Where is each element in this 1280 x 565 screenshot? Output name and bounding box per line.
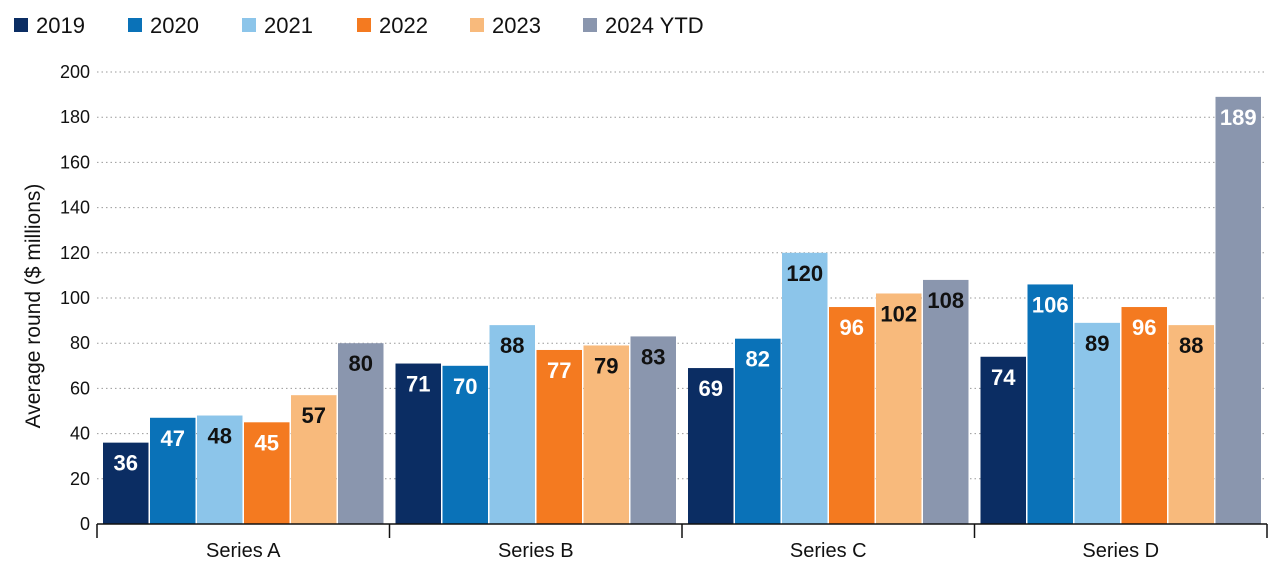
bar-2020-series-a: [150, 417, 196, 524]
legend-swatch-4: [470, 18, 484, 32]
y-tick-label-200: 200: [60, 62, 90, 82]
value-label-2022-series-d: 96: [1132, 315, 1156, 340]
y-axis-ticks: 0 20 40 60 80 100 120 140 160 180 200: [60, 62, 90, 534]
y-tick-label-20: 20: [70, 469, 90, 489]
value-label-2022-series-b: 77: [547, 358, 571, 383]
value-labels: 36 47 48 45 57 80 71 70 88 77 79 83 69 82 120 96 102 108 7…: [114, 105, 1257, 476]
bar-2021-series-d: [1074, 322, 1120, 524]
bar-2024-ytd-series-c: [923, 279, 969, 524]
value-label-2024-ytd-series-c: 108: [927, 288, 964, 313]
legend-label-5: 2024 YTD: [605, 13, 704, 38]
legend: 2019 2020 2021 2022 2023 2024 YTD: [14, 13, 704, 38]
value-label-2020-series-d: 106: [1032, 292, 1069, 317]
bar-2021-series-c: [782, 252, 828, 525]
bar-2022-series-b: [536, 349, 582, 524]
bar-2023-series-d: [1168, 325, 1214, 524]
bar-2019-series-d: [980, 356, 1026, 524]
y-tick-label-180: 180: [60, 107, 90, 127]
value-label-2023-series-d: 88: [1179, 333, 1203, 358]
x-tick-label-series-d: Series D: [1082, 540, 1159, 562]
value-label-2019-series-b: 71: [406, 372, 430, 397]
bar-2019-series-c: [688, 368, 734, 524]
bar-2024-ytd-series-d: [1215, 96, 1261, 525]
value-label-2019-series-c: 69: [699, 376, 723, 401]
value-label-2021-series-c: 120: [786, 261, 823, 286]
bar-2019-series-b: [395, 363, 441, 524]
value-label-2020-series-b: 70: [453, 374, 477, 399]
value-label-2019-series-a: 36: [114, 451, 138, 476]
bar-2024-ytd-series-b: [630, 336, 676, 524]
bar-2023-series-b: [583, 345, 629, 524]
legend-swatch-0: [14, 18, 28, 32]
legend-label-2: 2021: [264, 13, 313, 38]
bar-2022-series-d: [1121, 307, 1167, 524]
y-tick-label-40: 40: [70, 424, 90, 444]
value-label-2023-series-b: 79: [594, 353, 618, 378]
gridlines: [97, 71, 1267, 480]
bar-2021-series-a: [197, 415, 243, 524]
legend-swatch-2: [242, 18, 256, 32]
value-label-2020-series-c: 82: [746, 347, 770, 372]
value-label-2023-series-c: 102: [880, 301, 917, 326]
value-label-2019-series-d: 74: [991, 365, 1016, 390]
legend-label-4: 2023: [492, 13, 541, 38]
value-label-2023-series-a: 57: [302, 403, 326, 428]
x-tick-label-series-b: Series B: [498, 540, 574, 562]
bar-2023-series-a: [291, 395, 337, 524]
legend-label-1: 2020: [150, 13, 199, 38]
value-label-2022-series-c: 96: [840, 315, 864, 340]
bar-2022-series-a: [244, 422, 290, 524]
bar-2020-series-b: [442, 365, 488, 524]
value-label-2021-series-d: 89: [1085, 331, 1109, 356]
x-tick-label-series-c: Series C: [790, 540, 867, 562]
bar-2019-series-a: [103, 442, 149, 524]
y-tick-label-100: 100: [60, 288, 90, 308]
value-label-2024-ytd-series-a: 80: [349, 351, 373, 376]
legend-label-0: 2019: [36, 13, 85, 38]
y-axis-label: Average round ($ millions): [22, 184, 45, 429]
y-tick-label-80: 80: [70, 333, 90, 353]
value-label-2021-series-b: 88: [500, 333, 524, 358]
bar-2024-ytd-series-a: [338, 343, 384, 524]
legend-swatch-5: [583, 18, 597, 32]
bar-2020-series-c: [735, 338, 781, 524]
bar-2020-series-d: [1027, 284, 1073, 524]
value-label-2021-series-a: 48: [208, 424, 232, 449]
legend-swatch-3: [357, 18, 371, 32]
bar-2022-series-c: [829, 307, 875, 524]
x-axis: Series A Series B Series C Series D: [96, 523, 1268, 562]
legend-swatch-1: [128, 18, 142, 32]
bar-2023-series-c: [876, 293, 922, 524]
y-tick-label-0: 0: [80, 514, 90, 534]
y-tick-label-160: 160: [60, 152, 90, 172]
value-label-2024-ytd-series-d: 189: [1220, 105, 1257, 130]
value-label-2022-series-a: 45: [255, 430, 279, 455]
value-label-2020-series-a: 47: [161, 426, 185, 451]
x-tick-label-series-a: Series A: [206, 540, 281, 562]
bars: [103, 96, 1261, 525]
legend-label-3: 2022: [379, 13, 428, 38]
y-tick-label-60: 60: [70, 378, 90, 398]
value-label-2024-ytd-series-b: 83: [641, 344, 665, 369]
y-tick-label-140: 140: [60, 198, 90, 218]
bar-2021-series-b: [489, 325, 535, 524]
y-tick-label-120: 120: [60, 243, 90, 263]
